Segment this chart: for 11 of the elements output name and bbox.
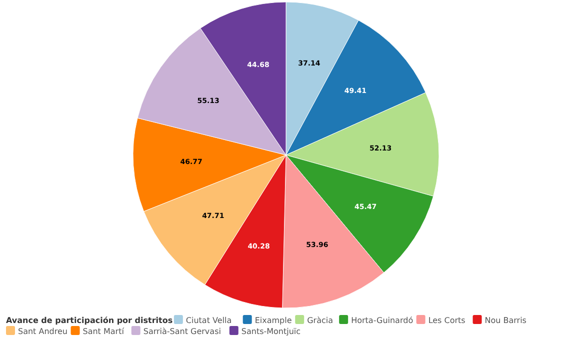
legend-label: Horta-Guinardó (351, 316, 414, 325)
legend-label: Les Corts (428, 316, 466, 325)
legend-label: Sant Andreu (18, 327, 68, 336)
legend-label: Sant Martí (82, 327, 125, 336)
legend-label: Nou Barris (484, 316, 526, 325)
legend-label: Ciutat Vella (186, 316, 232, 325)
legend-title: Avance de participación por distritos (6, 316, 173, 325)
legend-label: Sants-Montjuïc (241, 327, 301, 336)
legend-label: Sarrià-Sant Gervasi (143, 327, 221, 336)
legend-label: Eixample (254, 316, 292, 325)
legend-label: Gràcia (307, 316, 334, 325)
